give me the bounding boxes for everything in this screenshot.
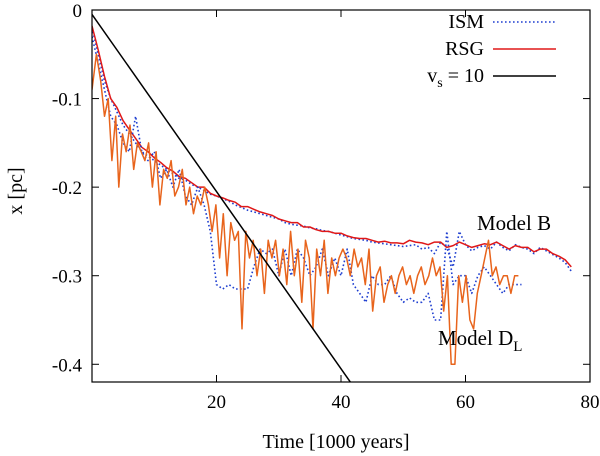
legend-label-vs-sub: s bbox=[437, 76, 442, 91]
y-tick-label: -0.3 bbox=[52, 267, 82, 288]
legend-label-ism: ISM bbox=[448, 11, 484, 33]
legend-label-vs-main: v bbox=[427, 65, 437, 87]
y-axis-label: x [pc] bbox=[5, 167, 27, 214]
x-axis-ticks: 20 40 60 80 bbox=[207, 10, 600, 413]
plot-lines bbox=[92, 13, 572, 382]
legend-label-rsg: RSG bbox=[445, 38, 484, 60]
series-line-model-dl-rsg bbox=[92, 53, 519, 366]
annotation-model-dl: Model DL bbox=[438, 326, 522, 355]
x-axis-label: Time [1000 years] bbox=[262, 431, 409, 453]
legend: ISM RSG vs = 10 bbox=[427, 11, 556, 91]
legend-label-vs-rest: = 10 bbox=[443, 65, 484, 87]
x-tick-label: 40 bbox=[332, 392, 351, 413]
series-line-v-s-10 bbox=[92, 13, 352, 382]
plot-frame bbox=[91, 9, 591, 383]
x-tick-label: 20 bbox=[207, 392, 226, 413]
y-tick-label: 0 bbox=[73, 1, 83, 22]
legend-label-vs: vs = 10 bbox=[427, 65, 484, 91]
y-tick-label: -0.1 bbox=[52, 90, 82, 111]
y-tick-label: -0.4 bbox=[52, 355, 83, 376]
annotation-model-dl-main: Model D bbox=[438, 326, 513, 350]
y-axis-ticks: 0 -0.1 -0.2 -0.3 -0.4 bbox=[52, 1, 590, 376]
y-tick-label: -0.2 bbox=[52, 178, 82, 199]
x-tick-label: 80 bbox=[581, 392, 600, 413]
annotation-model-dl-sub: L bbox=[513, 339, 522, 355]
plot-border bbox=[91, 9, 591, 383]
x-tick-label: 60 bbox=[456, 392, 475, 413]
annotation-model-b: Model B bbox=[477, 211, 551, 235]
